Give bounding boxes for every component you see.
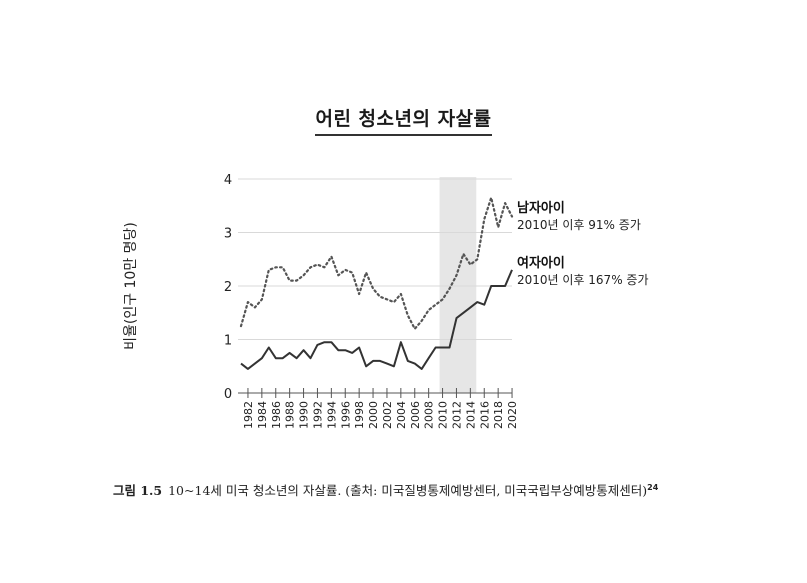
legend-girls-note: 2010년 이후 167% 증가 [517,273,649,287]
svg-text:2012: 2012 [450,401,463,429]
x-axis: 1982 1984 1986 1988 1990 1992 1994 1996 1998 2000… [238,388,519,429]
svg-text:1998: 1998 [353,401,366,429]
svg-text:1992: 1992 [311,401,324,429]
svg-text:2000: 2000 [367,401,380,429]
legend-boys: 남자아이 2010년 이후 91% 증가 [517,200,641,234]
svg-text:1986: 1986 [270,401,283,429]
svg-text:1984: 1984 [256,401,269,429]
svg-text:0: 0 [224,387,232,402]
svg-text:2004: 2004 [395,401,408,429]
svg-text:3: 3 [224,227,232,242]
legend-girls: 여자아이 2010년 이후 167% 증가 [517,255,649,289]
y-axis-ticks: 0 1 2 3 4 [224,173,232,402]
svg-text:1996: 1996 [339,401,352,429]
shaded-region-2010-2015 [439,177,477,393]
svg-text:2: 2 [224,280,232,295]
gridlines [238,178,512,340]
svg-text:1990: 1990 [298,401,311,429]
svg-text:2014: 2014 [464,401,477,429]
svg-text:1994: 1994 [325,401,338,429]
svg-text:2010: 2010 [437,401,450,429]
svg-text:2016: 2016 [478,401,491,429]
svg-text:2020: 2020 [506,401,519,429]
legend-boys-label: 남자아이 [517,201,565,216]
svg-text:1: 1 [224,334,232,349]
girls-line [240,269,513,370]
chart-title: 어린 청소년의 자살률 [0,104,807,136]
svg-text:1988: 1988 [284,401,297,429]
legend-boys-note: 2010년 이후 91% 증가 [517,218,641,232]
data-lines [239,196,514,370]
boys-line [239,196,514,330]
svg-text:4: 4 [224,173,232,188]
svg-text:1982: 1982 [242,401,255,429]
svg-text:2002: 2002 [381,401,394,429]
figure-label: 그림 1.5 [113,483,163,499]
chart-title-text: 어린 청소년의 자살률 [315,104,492,136]
caption-text: 10~14세 미국 청소년의 자살률. (출처: 미국질병통제예방센터, 미국국… [168,483,648,499]
svg-text:2008: 2008 [423,401,436,429]
footnote-ref: 24 [647,483,659,492]
figure-caption: 그림 1.5 10~14세 미국 청소년의 자살률. (출처: 미국질병통제예방센… [113,477,673,502]
svg-text:2006: 2006 [409,401,422,429]
legend-girls-label: 여자아이 [517,256,565,271]
svg-text:2018: 2018 [492,401,505,429]
